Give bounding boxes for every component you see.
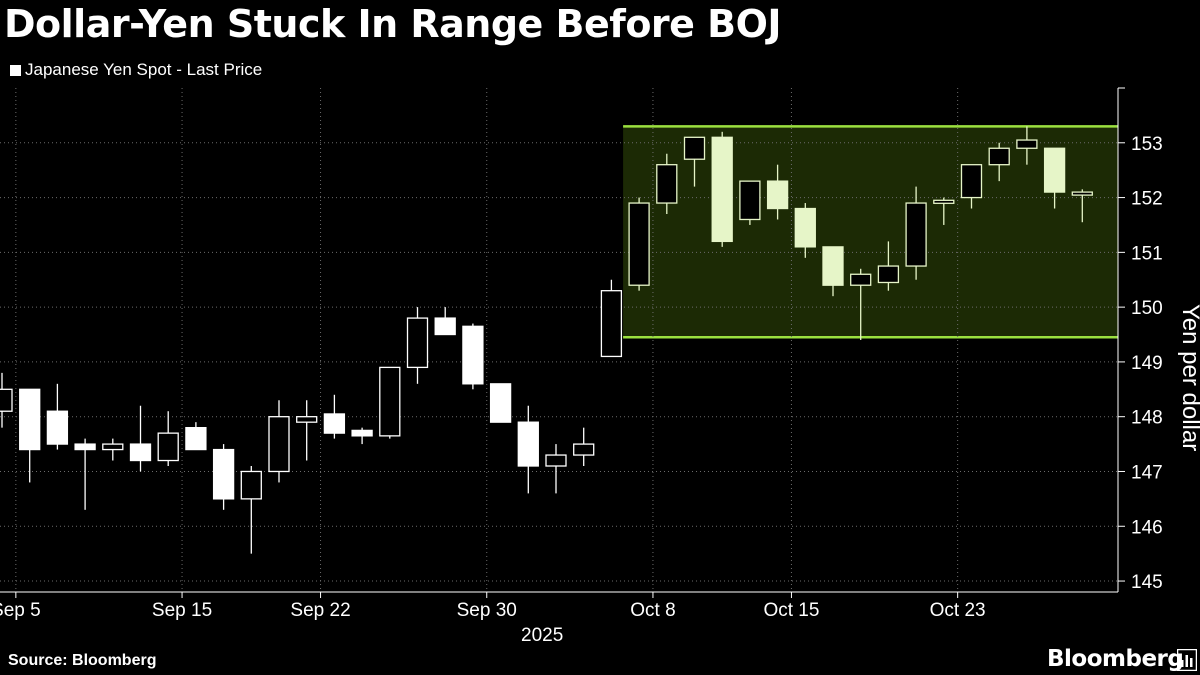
candle-body-down xyxy=(711,136,733,243)
candle-body-up xyxy=(0,388,13,412)
x-tick-label: Oct 8 xyxy=(630,600,675,621)
y-tick-label: 148 xyxy=(1131,408,1163,429)
y-tick-label: 152 xyxy=(1131,189,1163,210)
legend: Japanese Yen Spot - Last Price xyxy=(10,60,262,80)
candle-body-up xyxy=(102,443,124,451)
candle-body-down xyxy=(794,207,816,248)
brand-logo: Bloomberg xyxy=(1047,646,1184,672)
candle-body-down xyxy=(462,325,484,385)
candle-body-down xyxy=(74,443,96,451)
y-tick-label: 145 xyxy=(1131,572,1163,593)
x-tick-label: Sep 5 xyxy=(0,600,41,621)
candle-body-down xyxy=(489,383,512,423)
candle-body-down xyxy=(129,443,152,462)
y-tick-label: 151 xyxy=(1131,243,1163,264)
candle-body-up xyxy=(877,265,900,284)
candle-body-up xyxy=(268,416,290,473)
candle-body-down xyxy=(766,180,789,210)
candle-body-up xyxy=(988,147,1010,166)
candle-body-up xyxy=(960,164,983,199)
candle-body-up xyxy=(600,290,623,358)
candle-body-up xyxy=(1016,139,1038,149)
candle-body-up xyxy=(1071,191,1093,196)
x-tick-label: Sep 22 xyxy=(290,600,350,621)
candle-body-up xyxy=(296,416,318,423)
y-tick-label: 150 xyxy=(1131,298,1163,319)
bloomberg-terminal-icon xyxy=(1177,649,1197,671)
candle-body-down xyxy=(517,421,539,467)
candle-body-down xyxy=(212,448,235,500)
legend-swatch xyxy=(10,64,21,76)
candle-body-up xyxy=(933,199,955,204)
candle-body-up xyxy=(573,443,595,456)
candle-body-down xyxy=(1043,147,1066,193)
candle-body-down xyxy=(323,413,346,434)
candle-body-up xyxy=(628,202,650,286)
candle-body-down xyxy=(434,317,456,336)
candle-body-up xyxy=(683,136,706,160)
candle-body-down xyxy=(185,427,207,451)
candle-body-up xyxy=(157,432,179,462)
range-band xyxy=(623,126,1118,338)
y-tick-label: 149 xyxy=(1131,353,1163,374)
y-tick-label: 146 xyxy=(1131,517,1163,538)
x-year-label: 2025 xyxy=(521,625,563,646)
x-tick-label: Oct 23 xyxy=(930,600,986,621)
y-tick-label: 153 xyxy=(1131,134,1163,155)
candle-body-down xyxy=(351,429,373,437)
candle-body-up xyxy=(406,317,429,369)
x-tick-label: Sep 30 xyxy=(457,600,517,621)
candle-body-up xyxy=(545,454,567,467)
candle-body-up xyxy=(905,202,927,267)
legend-label: Japanese Yen Spot - Last Price xyxy=(25,60,263,79)
candle-body-down xyxy=(46,410,69,445)
candle-body-down xyxy=(19,388,41,451)
y-axis-label: Yen per dollar xyxy=(1177,304,1200,452)
candle-body-up xyxy=(656,164,678,204)
candle-body-up xyxy=(739,180,761,221)
candle-body-up xyxy=(850,273,872,286)
source-note: Source: Bloomberg xyxy=(8,652,157,669)
x-tick-label: Oct 15 xyxy=(763,600,819,621)
candle-body-up xyxy=(240,470,262,500)
candle-body-down xyxy=(822,246,844,286)
y-tick-label: 147 xyxy=(1131,462,1163,483)
candle-body-up xyxy=(379,366,401,437)
chart-title: Dollar-Yen Stuck In Range Before BOJ xyxy=(4,2,782,46)
x-tick-label: Sep 15 xyxy=(152,600,212,621)
